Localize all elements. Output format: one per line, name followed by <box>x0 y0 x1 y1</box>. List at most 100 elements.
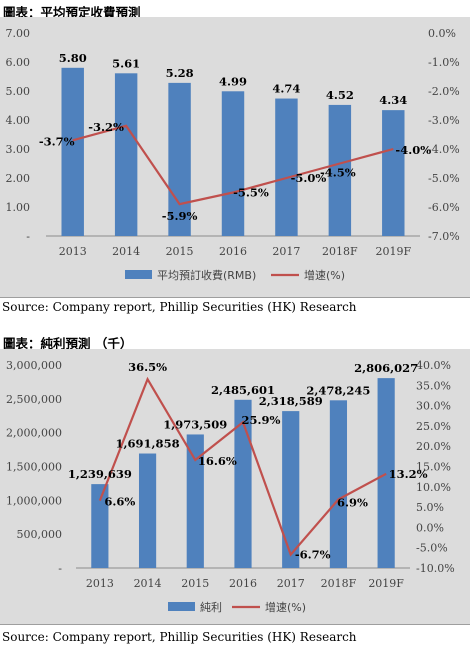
chart-2-x-tick-label: 2015 <box>181 577 209 590</box>
chart-1-y2-tick-label: -2.0% <box>428 85 460 98</box>
chart-2-line-label: 25.9% <box>242 413 281 427</box>
chart-2-line-label: 13.2% <box>389 467 428 481</box>
chart-2-y2-tick-label: 5.0% <box>416 501 444 514</box>
chart-2-y-tick-label: 2,000,000 <box>6 427 62 440</box>
chart-1-y-tick-label: 2.00 <box>6 172 31 185</box>
chart-2-bar-label: 2,806,027 <box>354 361 418 375</box>
chart-1-y-tick-label: 1.00 <box>6 201 31 214</box>
chart-2-bar <box>329 400 348 568</box>
chart-2-title: 圖表：純利預測 （千） <box>3 336 133 351</box>
chart-1-line-label: -3.7% <box>39 134 75 148</box>
chart-2-y2-tick-label: 25.0% <box>416 420 451 433</box>
chart-1-y-tick-label: 4.00 <box>6 114 31 127</box>
chart-2-bar <box>282 411 300 568</box>
chart-1-x-tick-label: 2017 <box>272 245 300 258</box>
chart-2-x-tick-label: 2018F <box>321 577 357 590</box>
chart-2-line-label: 16.6% <box>198 454 237 468</box>
chart-1-source: Source: Company report, Phillip Securiti… <box>2 300 357 314</box>
chart-1-x-tick-label: 2019F <box>375 245 411 258</box>
chart-2-source: Source: Company report, Phillip Securiti… <box>2 630 357 644</box>
chart-2-bar-label: 1,691,858 <box>116 437 180 451</box>
chart-1-x-tick-label: 2014 <box>112 245 140 258</box>
chart-1-divider <box>0 297 470 298</box>
chart-2-y2-tick-label: 10.0% <box>416 481 451 494</box>
chart-1-bar <box>328 104 352 236</box>
chart-2-growth-line <box>98 376 387 557</box>
chart-2-y-tick-label: 1,500,000 <box>6 461 62 474</box>
chart-1-y-tick-label: 7.00 <box>6 27 31 40</box>
chart-2-y2-tick-label: 0.0% <box>416 521 444 534</box>
chart-1-y2-tick-label: -5.0% <box>428 172 460 185</box>
chart-2-x-tick-label: 2016 <box>229 577 257 590</box>
chart-1-bar-label: 4.74 <box>272 82 300 96</box>
chart-2-x-tick-label: 2017 <box>277 577 305 590</box>
chart-1-line-label: -5.9% <box>162 209 198 223</box>
chart-1-bar <box>61 67 84 236</box>
chart-1: - 1.00 2.00 3.00 4.00 5.00 6.00 7.00 -7.0% -6.0% -… <box>0 17 470 297</box>
chart-1-x-tick-label: 2013 <box>59 245 87 258</box>
chart-1-x-tick-label: 2018F <box>322 245 358 258</box>
chart-2-legend-bar-label: 純利 <box>200 601 222 614</box>
chart-1-y-tick-label: - <box>26 230 30 243</box>
chart-2: - 500,000 1,000,000 1,500,000 2,000,000 2,500… <box>0 349 470 624</box>
chart-2-bar <box>186 434 204 568</box>
chart-2-x-tick-label: 2013 <box>86 577 114 590</box>
chart-2-y2-tick-label: 35.0% <box>416 379 451 392</box>
chart-2-bar-label: 2,485,601 <box>211 383 275 397</box>
chart-2-bar <box>138 453 157 568</box>
chart-2-bar <box>377 378 395 568</box>
chart-2-bar-label: 2,478,245 <box>306 383 370 397</box>
chart-1-line-label: -5.0% <box>291 171 327 185</box>
chart-2-line-label: 6.9% <box>337 495 368 509</box>
chart-2-y-tick-label: 1,000,000 <box>6 494 62 507</box>
chart-2-y-tick-label: - <box>58 562 62 575</box>
chart-1-bar <box>221 91 245 236</box>
chart-2-x-tick-label: 2019F <box>368 577 404 590</box>
chart-2-y2-tick-label: 40.0% <box>416 359 451 372</box>
chart-1-y2-tick-label: -3.0% <box>428 114 460 127</box>
chart-1-y-tick-label: 3.00 <box>6 143 31 156</box>
chart-2-legend-line-label: 增速(%) <box>265 600 306 614</box>
chart-1-y2-tick-label: 0.0% <box>428 27 456 40</box>
chart-1-bar <box>275 98 298 236</box>
chart-2-bar-label: 1,239,639 <box>68 467 132 481</box>
chart-2-line-label: 36.5% <box>128 360 167 374</box>
chart-1-y-tick-label: 6.00 <box>6 56 31 69</box>
chart-1-bar-label: 5.28 <box>166 66 194 80</box>
chart-1-bar-label: 5.80 <box>59 51 87 65</box>
chart-2-y-tick-label: 3,000,000 <box>6 359 62 372</box>
chart-2-y2-tick-label: 20.0% <box>416 440 451 453</box>
chart-2-y2-tick-label: 30.0% <box>416 400 451 413</box>
chart-2-y2-tick-label: 15.0% <box>416 461 451 474</box>
chart-1-growth-line <box>72 124 394 206</box>
chart-1-y2-tick-label: -4.0% <box>428 143 460 156</box>
chart-1-line-label: -4.0% <box>395 143 431 157</box>
chart-1-svg: - 1.00 2.00 3.00 4.00 5.00 6.00 7.00 -7.0% -6.0% -… <box>6 27 460 282</box>
chart-1-line-label: -3.2% <box>88 120 124 134</box>
chart-1-bar-label: 4.52 <box>326 88 354 102</box>
chart-2-y-tick-label: 500,000 <box>17 528 63 541</box>
chart-2-legend-bar-swatch <box>168 602 195 611</box>
chart-2-divider <box>0 624 470 625</box>
chart-1-bar <box>114 73 138 236</box>
chart-1-x-tick-label: 2016 <box>219 245 247 258</box>
chart-1-y2-tick-label: -1.0% <box>428 56 460 69</box>
chart-1-x-tick-label: 2015 <box>166 245 194 258</box>
chart-1-legend-line-label: 增速(%) <box>304 268 345 282</box>
chart-2-svg: - 500,000 1,000,000 1,500,000 2,000,000 2,500… <box>6 359 455 614</box>
chart-2-bar-label: 2,318,589 <box>259 394 323 408</box>
chart-2-line-label: -6.7% <box>295 548 331 562</box>
chart-2-y-tick-label: 2,500,000 <box>6 393 62 406</box>
chart-1-bar-label: 4.99 <box>219 74 247 88</box>
chart-2-y2-tick-label: -10.0% <box>416 562 455 575</box>
chart-2-line-label: 6.6% <box>104 495 135 509</box>
chart-1-legend-bar-label: 平均預訂收費(RMB) <box>157 268 256 282</box>
chart-1-bar-label: 4.34 <box>379 93 407 107</box>
chart-1-bar-label: 5.61 <box>112 56 140 70</box>
chart-2-y2-tick-label: -5.0% <box>416 542 448 555</box>
chart-1-title: 圖表：平均預定收費預測 <box>3 5 141 20</box>
chart-1-y2-tick-label: -7.0% <box>428 230 460 243</box>
chart-1-line-label: -4.5% <box>320 166 356 180</box>
chart-1-y-tick-label: 5.00 <box>6 85 31 98</box>
chart-1-bar <box>382 110 405 236</box>
